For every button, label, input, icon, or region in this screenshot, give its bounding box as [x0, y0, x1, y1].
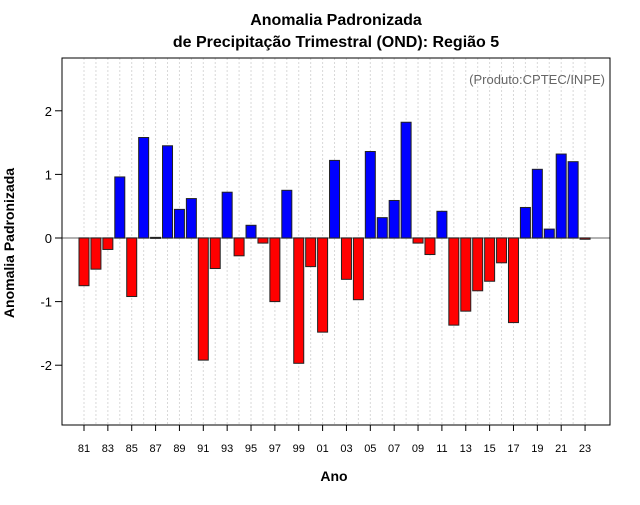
bar-2002 [329, 159, 341, 239]
chart-title-line2: de Precipitação Trimestral (OND): Região… [173, 34, 499, 51]
x-tick-label: 91 [197, 443, 209, 455]
bar-1996 [257, 237, 269, 244]
x-tick-label: 89 [173, 443, 185, 455]
bar-1988 [162, 145, 174, 239]
bar-2018 [519, 206, 531, 239]
bar-2023 [579, 237, 591, 240]
y-tick-label: -1 [40, 295, 52, 310]
bar-2000 [305, 237, 317, 268]
x-tick-label: 09 [412, 443, 424, 455]
y-tick-label: 2 [45, 104, 52, 119]
bar-2010 [424, 237, 436, 256]
bar-2001 [317, 237, 329, 333]
bar-1982 [90, 237, 102, 270]
bar-2005 [364, 150, 376, 239]
bar-1997 [269, 237, 281, 303]
bar-2014 [472, 237, 484, 292]
bar-2022 [567, 161, 579, 239]
bars [78, 121, 591, 364]
x-tick-label: 11 [436, 443, 447, 455]
bar-2019 [531, 168, 543, 239]
x-axis-label: Ano [320, 468, 347, 484]
bar-1994 [233, 237, 245, 257]
bar-2007 [388, 199, 400, 239]
bar-2004 [352, 237, 364, 301]
bar-2016 [496, 237, 508, 264]
x-tick-label: 17 [507, 443, 519, 455]
bar-2003 [340, 237, 352, 280]
x-axis: 81 83 85 87 89 91 93 95 97 99 01 03 05 07 09 11 13 15 17 19… [78, 425, 591, 455]
bar-2013 [460, 237, 472, 312]
bar-1991 [197, 237, 209, 361]
bar-1999 [293, 237, 305, 364]
bar-1998 [281, 189, 293, 239]
x-tick-label: 21 [555, 443, 567, 455]
x-tick-label: 01 [316, 443, 328, 455]
y-axis-label: Anomalia Padronizada [1, 168, 17, 318]
x-tick-label: 85 [126, 443, 138, 455]
x-tick-label: 05 [364, 443, 376, 455]
bar-1989 [173, 208, 185, 239]
y-tick-label: -2 [40, 358, 52, 373]
plot-frame [61, 57, 611, 426]
bar-1993 [221, 191, 233, 239]
x-tick-label: 07 [388, 443, 400, 455]
bar-2009 [412, 237, 424, 244]
bar-2015 [484, 237, 496, 282]
y-tick-label: 0 [45, 231, 52, 246]
bar-1981 [78, 237, 90, 287]
x-tick-label: 87 [149, 443, 161, 455]
bar-2006 [376, 217, 388, 239]
chart-title-line1: Anomalia Padronizada [250, 12, 422, 29]
x-tick-label: 97 [269, 443, 281, 455]
bar-1983 [102, 237, 114, 250]
x-tick-label: 95 [245, 443, 257, 455]
bar-1984 [114, 176, 126, 239]
bar-1990 [185, 198, 197, 239]
bar-2020 [543, 228, 555, 239]
x-tick-label: 93 [221, 443, 233, 455]
x-tick-label: 15 [483, 443, 495, 455]
x-tick-label: 19 [531, 443, 543, 455]
bar-2021 [555, 153, 567, 239]
bar-1992 [209, 237, 221, 270]
bar-2008 [400, 121, 412, 239]
x-tick-label: 99 [293, 443, 305, 455]
x-tick-label: 83 [102, 443, 114, 455]
bar-1995 [245, 224, 257, 239]
bar-1985 [126, 237, 138, 298]
x-tick-label: 23 [579, 443, 591, 455]
y-axis: -2 -1 0 1 2 [40, 104, 62, 373]
bar-2017 [507, 237, 519, 324]
x-tick-label: 13 [460, 443, 472, 455]
x-tick-label: 81 [78, 443, 90, 455]
source-annotation: (Produto:CPTEC/INPE) [469, 72, 605, 87]
y-tick-label: 1 [45, 167, 52, 182]
x-tick-label: 03 [340, 443, 352, 455]
bar-2011 [436, 210, 448, 239]
bar-1987 [150, 236, 162, 239]
bar-1986 [138, 137, 150, 239]
bar-2012 [448, 237, 460, 326]
grid-lines [83, 58, 586, 425]
